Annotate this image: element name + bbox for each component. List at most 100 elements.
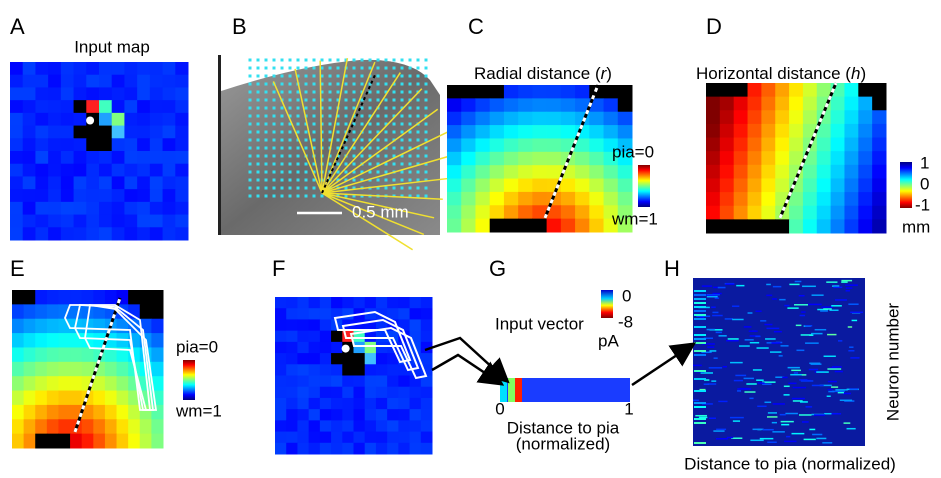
cell	[112, 75, 125, 88]
grid-dot	[345, 147, 348, 150]
title-part: )	[606, 64, 612, 83]
cell	[331, 342, 343, 354]
axis-tick: 1	[624, 399, 633, 418]
cell	[275, 297, 287, 309]
grid-dot	[377, 75, 380, 78]
cell	[706, 178, 720, 192]
cell	[74, 176, 87, 189]
cell	[775, 124, 789, 138]
cell	[461, 205, 476, 219]
cell	[398, 376, 410, 388]
grid-dot	[401, 91, 404, 94]
cell	[817, 206, 831, 220]
cell	[74, 189, 87, 202]
cell	[518, 179, 533, 193]
grid-dot	[249, 163, 252, 166]
cell	[761, 206, 775, 220]
cell	[99, 215, 112, 228]
matrix-cell	[694, 302, 706, 304]
cell	[561, 205, 576, 219]
cell	[342, 409, 354, 421]
cell	[35, 419, 47, 434]
grid-dot	[273, 59, 276, 62]
grid-dot	[273, 147, 276, 150]
cell	[286, 432, 298, 444]
cell	[163, 126, 176, 139]
matrix-cell	[848, 326, 852, 328]
title-part: )	[860, 64, 866, 83]
grid-dot	[401, 123, 404, 126]
cell	[35, 362, 47, 377]
cell	[35, 304, 47, 319]
cell	[151, 333, 163, 348]
cell	[48, 176, 61, 189]
cell	[175, 62, 188, 75]
matrix-cell	[835, 299, 847, 301]
cell	[137, 126, 150, 139]
cell	[286, 364, 298, 376]
cell	[35, 376, 47, 391]
cell	[518, 192, 533, 206]
grid-dot	[297, 155, 300, 158]
cell	[150, 75, 163, 88]
cell	[137, 75, 150, 88]
matrix-cell	[725, 318, 733, 320]
cell	[58, 290, 70, 305]
cell	[461, 125, 476, 139]
cell	[124, 87, 137, 100]
matrix-cell	[694, 402, 706, 404]
cell	[354, 432, 366, 444]
cell	[532, 219, 547, 233]
grid-dot	[369, 163, 372, 166]
cell	[124, 138, 137, 151]
cell	[74, 113, 87, 126]
cell	[48, 87, 61, 100]
matrix-cell	[824, 356, 836, 358]
matrix-cell	[757, 347, 769, 349]
cell	[532, 152, 547, 166]
cell	[475, 152, 490, 166]
grid-dot	[329, 163, 332, 166]
grid-dot	[281, 91, 284, 94]
cell	[858, 165, 872, 179]
grid-dot	[337, 131, 340, 134]
cell	[48, 75, 61, 88]
cell	[706, 138, 720, 152]
grid-dot	[281, 147, 284, 150]
matrix-cell	[735, 375, 746, 377]
cell	[421, 353, 433, 365]
cell	[844, 110, 858, 124]
matrix-cell	[767, 416, 777, 418]
matrix-cell	[831, 386, 838, 388]
cell	[748, 206, 762, 220]
cell	[58, 434, 70, 449]
cell	[112, 164, 125, 177]
matrix-cell	[779, 299, 785, 301]
grid-dot	[361, 83, 364, 86]
cell	[461, 192, 476, 206]
input-vector	[500, 378, 630, 402]
grid-dot	[249, 147, 252, 150]
cell	[365, 398, 377, 410]
colorbar-tick: -8	[618, 312, 633, 331]
cell	[309, 398, 321, 410]
cell	[297, 432, 309, 444]
grid-dot	[377, 115, 380, 118]
grid-dot	[289, 147, 292, 150]
panel-letter: C	[468, 14, 484, 39]
cell	[10, 202, 23, 215]
cell	[151, 362, 163, 377]
cell	[137, 176, 150, 189]
cell	[387, 409, 399, 421]
matrix-cell	[694, 354, 706, 356]
cell	[93, 405, 105, 420]
panel-title: Input vector	[495, 314, 584, 333]
cell	[547, 112, 562, 126]
cell	[23, 62, 36, 75]
cell	[175, 126, 188, 139]
matrix-cell	[723, 366, 727, 368]
matrix-cell	[800, 315, 805, 317]
cell	[872, 110, 886, 124]
matrix-cell	[732, 319, 744, 321]
matrix-cell	[739, 345, 750, 347]
